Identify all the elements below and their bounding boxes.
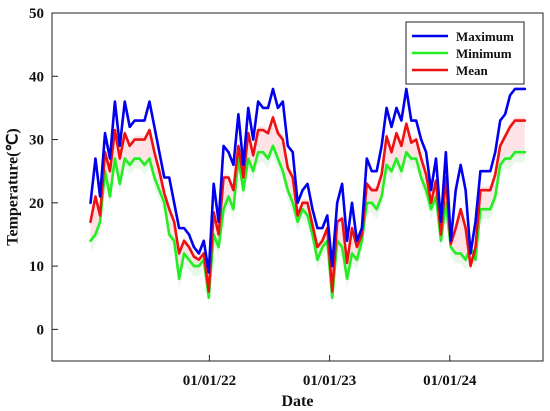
x-axis: 01/01/22 01/01/23 01/01/24 [183, 355, 477, 389]
legend-label-mean: Mean [456, 63, 489, 78]
y-tick-label: 30 [29, 133, 44, 149]
y-tick-label: 20 [29, 196, 44, 212]
series-line-maximum [89, 87, 527, 274]
x-tick-label: 01/01/24 [423, 373, 477, 389]
legend-label-maximum: Maximum [456, 29, 514, 44]
series-line-mean [89, 116, 527, 293]
legend: Maximum Minimum Mean [405, 21, 525, 85]
y-axis-label: Temperature(℃) [5, 128, 22, 246]
y-axis: 0 10 20 30 40 50 [29, 6, 58, 338]
x-axis-label: Date [282, 393, 314, 410]
y-tick-label: 10 [29, 259, 44, 275]
legend-label-minimum: Minimum [456, 46, 512, 61]
plot-frame [51, 12, 544, 362]
x-tick-label: 01/01/22 [183, 373, 236, 389]
legend-box [405, 21, 525, 85]
y-tick-label: 50 [29, 6, 44, 22]
y-tick-label: 40 [29, 69, 44, 85]
series-lines [89, 87, 527, 300]
series-line-minimum [89, 144, 527, 300]
x-tick-label: 01/01/23 [303, 373, 356, 389]
y-tick-label: 0 [37, 322, 45, 338]
